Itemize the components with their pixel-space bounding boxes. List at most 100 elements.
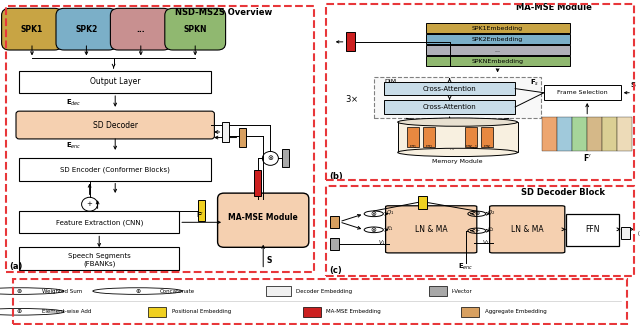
Text: Concatenate: Concatenate [160, 289, 195, 293]
Text: ⊕: ⊕ [135, 289, 140, 293]
FancyBboxPatch shape [165, 8, 226, 50]
FancyBboxPatch shape [426, 34, 570, 44]
Text: Element-wise Add: Element-wise Add [42, 309, 91, 314]
FancyBboxPatch shape [19, 71, 211, 93]
FancyBboxPatch shape [218, 193, 308, 247]
FancyBboxPatch shape [346, 32, 355, 51]
FancyBboxPatch shape [303, 307, 321, 317]
Text: ⊗: ⊗ [371, 211, 377, 217]
FancyBboxPatch shape [461, 307, 479, 317]
FancyBboxPatch shape [282, 149, 289, 167]
Text: MA-MSE Module: MA-MSE Module [228, 213, 298, 222]
FancyBboxPatch shape [543, 117, 557, 150]
FancyBboxPatch shape [426, 23, 570, 33]
FancyBboxPatch shape [19, 247, 179, 269]
Ellipse shape [397, 148, 518, 157]
Text: SPK1Embedding: SPK1Embedding [472, 25, 523, 31]
Text: ⊕: ⊕ [17, 309, 22, 314]
Text: $\mathbf{E}_{enc}$: $\mathbf{E}_{enc}$ [66, 141, 81, 151]
FancyBboxPatch shape [617, 117, 632, 150]
Text: $Q_1$: $Q_1$ [386, 208, 394, 217]
Text: ...: ... [136, 25, 145, 34]
Text: (a): (a) [10, 262, 22, 271]
FancyBboxPatch shape [384, 100, 515, 114]
FancyBboxPatch shape [19, 211, 179, 233]
Text: NSD-MS2S Overview: NSD-MS2S Overview [175, 8, 273, 17]
Text: SPK1: SPK1 [21, 25, 43, 34]
FancyBboxPatch shape [557, 117, 572, 150]
Text: SD Encoder (Conformer Blocks): SD Encoder (Conformer Blocks) [60, 166, 170, 173]
Text: $m_2$: $m_2$ [426, 143, 433, 150]
Text: $K_1$: $K_1$ [386, 225, 394, 233]
Text: $m_K$: $m_K$ [483, 143, 492, 150]
Text: ⊗: ⊗ [17, 289, 22, 293]
Text: $\mathbf{F}'$: $\mathbf{F}'$ [196, 210, 204, 219]
FancyBboxPatch shape [16, 111, 214, 139]
FancyBboxPatch shape [426, 45, 570, 55]
FancyBboxPatch shape [239, 128, 246, 147]
FancyBboxPatch shape [588, 117, 602, 150]
Text: $3\!\times$: $3\!\times$ [345, 93, 359, 104]
Text: $\mathbf{S}$: $\mathbf{S}$ [266, 254, 273, 265]
Text: $K_2$: $K_2$ [488, 225, 495, 234]
FancyBboxPatch shape [407, 127, 419, 147]
Text: $\cdots$: $\cdots$ [449, 147, 454, 150]
Text: $Q_2$: $Q_2$ [488, 208, 496, 217]
Text: $\mathbf{F}'$: $\mathbf{F}'$ [583, 152, 591, 163]
Text: SPKNEmbedding: SPKNEmbedding [472, 58, 524, 64]
Text: ...: ... [495, 47, 500, 53]
Text: FFN: FFN [585, 225, 600, 234]
Ellipse shape [397, 118, 518, 126]
Text: $\mathbf{E}_{dec}$: $\mathbf{E}_{dec}$ [66, 98, 81, 108]
Text: $m_1$: $m_1$ [410, 143, 417, 150]
FancyBboxPatch shape [465, 127, 477, 147]
Text: I-Vector: I-Vector [451, 289, 472, 293]
Text: SPKN: SPKN [184, 25, 207, 34]
Text: (b): (b) [329, 172, 343, 181]
Text: Decoder Embedding: Decoder Embedding [296, 289, 352, 293]
Text: LN & MA: LN & MA [415, 225, 447, 234]
Text: LN & MA: LN & MA [511, 225, 543, 234]
Text: Cross-Attention: Cross-Attention [423, 104, 476, 110]
Text: SPK2Embedding: SPK2Embedding [472, 36, 524, 42]
Text: $\mathbf{E}_{enc}$: $\mathbf{E}_{enc}$ [458, 262, 474, 272]
FancyBboxPatch shape [223, 122, 230, 142]
Text: $\mathbf{F}_s$: $\mathbf{F}_s$ [530, 78, 540, 88]
FancyBboxPatch shape [418, 196, 428, 209]
FancyBboxPatch shape [602, 117, 617, 150]
FancyBboxPatch shape [374, 77, 541, 118]
Text: (Next Block): (Next Block) [637, 231, 640, 236]
Text: ⊗: ⊗ [371, 227, 377, 233]
Text: Feature Extraction (CNN): Feature Extraction (CNN) [56, 219, 143, 226]
FancyBboxPatch shape [426, 56, 570, 66]
Text: DIM: DIM [385, 79, 396, 84]
Text: $V_1$: $V_1$ [378, 238, 385, 247]
FancyBboxPatch shape [56, 8, 116, 50]
FancyBboxPatch shape [566, 214, 618, 246]
FancyBboxPatch shape [198, 200, 205, 221]
FancyBboxPatch shape [481, 127, 493, 147]
Text: SD Decoder: SD Decoder [93, 121, 138, 130]
Text: $m_{K\!-\!1}$: $m_{K\!-\!1}$ [465, 143, 477, 150]
Text: Weighted Sum: Weighted Sum [42, 289, 82, 293]
FancyBboxPatch shape [330, 216, 339, 228]
FancyBboxPatch shape [423, 127, 435, 147]
FancyBboxPatch shape [429, 286, 447, 296]
Text: $V_2$: $V_2$ [482, 238, 490, 247]
FancyBboxPatch shape [266, 286, 291, 296]
Text: MA-MSE Module: MA-MSE Module [516, 3, 591, 12]
Text: Speech Segments: Speech Segments [68, 253, 131, 259]
FancyBboxPatch shape [490, 206, 564, 253]
FancyBboxPatch shape [110, 8, 172, 50]
FancyBboxPatch shape [544, 85, 621, 100]
FancyBboxPatch shape [255, 170, 262, 196]
Text: Positional Embedding: Positional Embedding [172, 309, 231, 314]
Text: Cross-Attention: Cross-Attention [423, 85, 476, 92]
Text: +: + [86, 201, 93, 207]
FancyBboxPatch shape [572, 117, 588, 150]
FancyBboxPatch shape [621, 227, 630, 239]
Text: Memory Module: Memory Module [433, 159, 483, 164]
Text: Frame Selection: Frame Selection [557, 90, 608, 95]
Text: ⊗: ⊗ [474, 211, 479, 216]
FancyBboxPatch shape [330, 238, 339, 250]
